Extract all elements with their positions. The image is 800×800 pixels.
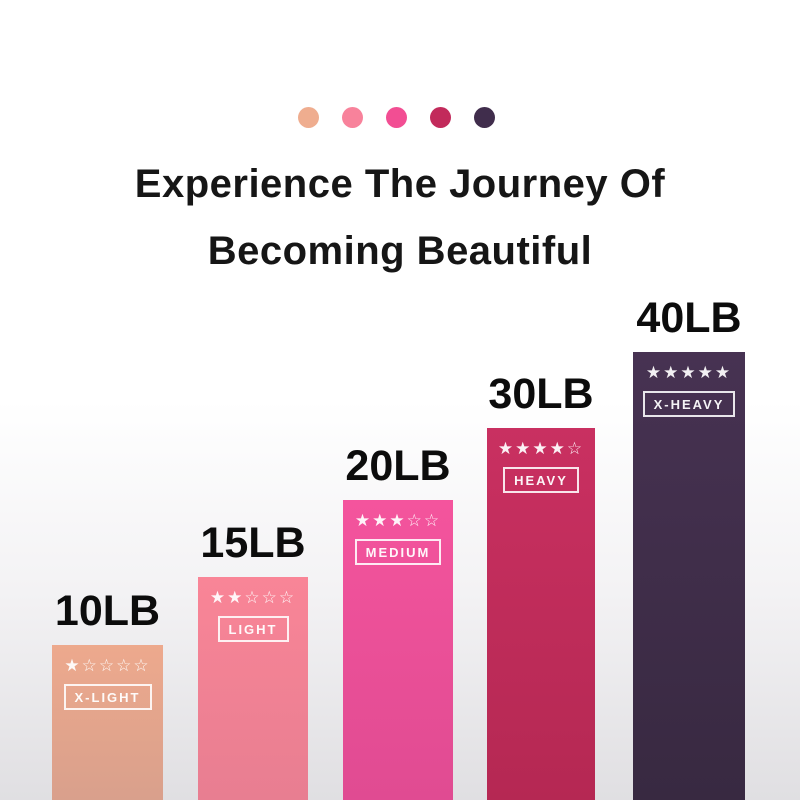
weight-label: 15LB [200,519,306,567]
color-dot-xlight [297,107,319,128]
star-rating: ★★★★☆ [497,439,585,459]
color-dot-xheavy [473,107,495,128]
bar-xheavy: ★★★★★ X-HEAVY [633,352,745,800]
tier-badge: X-HEAVY [642,391,736,417]
bar-medium: ★★★☆☆ MEDIUM [343,500,453,800]
weight-label: 10LB [54,587,161,635]
band-column-heavy: 30LB ★★★★☆ HEAVY [487,373,595,800]
tier-badge: HEAVY [503,467,579,493]
weight-label: 30LB [488,370,594,418]
tier-badge: LIGHT [217,616,289,642]
color-dot-heavy [429,107,451,128]
tier-badge: X-LIGHT [63,684,152,710]
color-dots-row [0,107,792,128]
star-rating: ★★☆☆☆ [209,588,297,608]
star-rating: ★☆☆☆☆ [64,656,151,676]
star-rating: ★★★☆☆ [354,511,442,531]
band-column-xlight: 10LB ★☆☆☆☆ X-LIGHT [52,590,163,800]
band-column-medium: 20LB ★★★☆☆ MEDIUM [343,445,453,800]
bar-xlight: ★☆☆☆☆ X-LIGHT [52,645,163,800]
title-line-2: Becoming Beautiful [207,229,593,273]
band-column-light: 15LB ★★☆☆☆ LIGHT [198,522,308,800]
page-title: Experience The Journey Of Becoming Beaut… [0,151,800,285]
color-dot-light [341,107,363,128]
bar-heavy: ★★★★☆ HEAVY [487,428,595,800]
band-column-xheavy: 40LB ★★★★★ X-HEAVY [633,297,745,800]
title-line-1: Experience The Journey Of [134,162,666,206]
bar-light: ★★☆☆☆ LIGHT [198,577,308,800]
weight-label: 20LB [345,442,451,490]
tier-badge: MEDIUM [354,539,442,565]
color-dot-medium [385,107,407,128]
weight-label: 40LB [636,294,742,342]
star-rating: ★★★★★ [645,363,733,383]
